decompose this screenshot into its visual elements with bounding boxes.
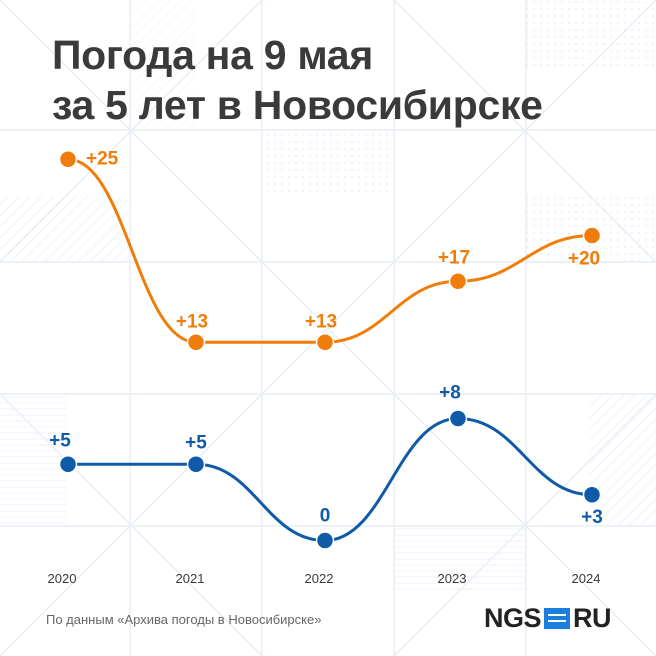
data-point bbox=[448, 272, 468, 291]
data-label: +5 bbox=[49, 430, 71, 451]
x-tick-label: 2023 bbox=[438, 571, 467, 586]
data-label: +17 bbox=[438, 247, 470, 268]
data-point bbox=[58, 455, 78, 474]
data-point bbox=[582, 226, 602, 245]
logo-text-ru: RU bbox=[573, 602, 612, 633]
data-point bbox=[315, 333, 335, 352]
x-tick-label: 2021 bbox=[176, 571, 205, 586]
data-label: +3 bbox=[581, 507, 603, 528]
data-point bbox=[448, 409, 468, 428]
data-label: +8 bbox=[439, 383, 461, 404]
source-note: По данным «Архива погоды в Новосибирске» bbox=[46, 612, 322, 627]
x-tick-label: 2024 bbox=[572, 571, 601, 586]
data-label: +20 bbox=[568, 249, 600, 270]
data-point bbox=[582, 485, 602, 504]
data-point bbox=[315, 531, 335, 550]
title-line-2: за 5 лет в Новосибирске bbox=[52, 82, 543, 128]
data-label: +13 bbox=[305, 311, 337, 332]
data-label: +13 bbox=[176, 311, 208, 332]
ngs-logo: NGS RU bbox=[484, 602, 612, 633]
x-tick-label: 2020 bbox=[48, 571, 77, 586]
logo-text-ngs: NGS bbox=[484, 602, 542, 633]
title-line-1: Погода на 9 мая bbox=[52, 32, 373, 78]
x-tick-label: 2022 bbox=[305, 571, 334, 586]
data-point bbox=[186, 333, 206, 352]
data-point bbox=[186, 455, 206, 474]
series-line-1 bbox=[66, 416, 594, 543]
data-label: +25 bbox=[86, 148, 119, 169]
page-title: Погода на 9 мая за 5 лет в Новосибирске bbox=[52, 30, 543, 130]
data-label: 0 bbox=[320, 506, 331, 527]
data-label: +5 bbox=[185, 432, 207, 453]
logo-square-icon bbox=[544, 607, 571, 629]
data-point bbox=[58, 150, 78, 169]
